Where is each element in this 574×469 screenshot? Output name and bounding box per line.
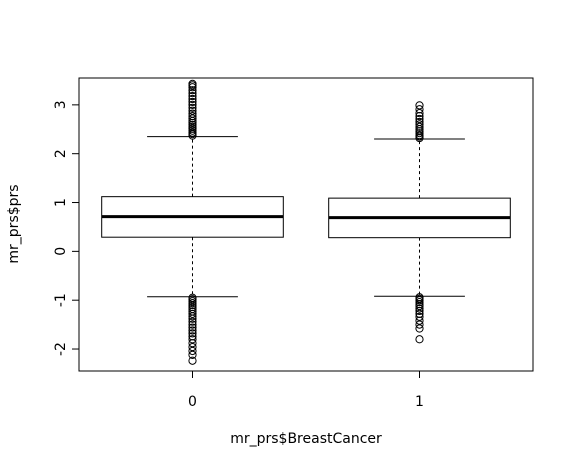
box-group-1 xyxy=(328,101,511,344)
y-tick-label: -2 xyxy=(53,342,69,356)
y-tick-label: -1 xyxy=(53,293,69,307)
outlier-point xyxy=(415,109,424,118)
y-tick-label: 3 xyxy=(53,100,69,109)
outlier-point xyxy=(415,117,424,127)
outlier-point xyxy=(188,314,197,323)
y-axis: -2 -1 0 1 2 3 xyxy=(53,100,79,356)
outlier-point xyxy=(415,335,424,344)
outlier-point xyxy=(188,94,197,104)
outlier-point xyxy=(188,103,197,112)
outlier-point xyxy=(415,324,424,333)
outlier-point xyxy=(188,114,197,123)
outlier-point xyxy=(415,316,424,325)
outlier-point xyxy=(415,306,424,316)
outlier-point xyxy=(188,91,197,101)
x-axis-label: mr_prs$BreastCancer xyxy=(230,431,382,447)
outlier-point xyxy=(415,304,424,313)
outlier-point xyxy=(188,350,197,359)
outlier-point xyxy=(415,114,424,124)
outlier-point xyxy=(188,109,197,118)
plot-frame xyxy=(78,77,534,372)
y-axis-label: mr_prs$prs xyxy=(6,184,22,263)
outlier-point xyxy=(188,86,197,95)
outlier-point xyxy=(188,106,197,115)
outlier-point xyxy=(188,309,197,318)
outlier-point xyxy=(415,105,424,114)
outlier-point xyxy=(188,356,197,365)
boxes-layer xyxy=(101,79,511,365)
outlier-point xyxy=(188,342,197,352)
outlier-point xyxy=(188,323,197,332)
outlier-point xyxy=(188,329,197,338)
outlier-point xyxy=(415,320,424,329)
outlier-point xyxy=(415,312,424,321)
outlier-point xyxy=(415,301,424,311)
box-group-0 xyxy=(101,79,284,365)
outlier-point xyxy=(415,120,424,129)
outlier-point xyxy=(188,89,197,98)
outlier-point xyxy=(188,100,197,109)
outlier-point xyxy=(188,320,197,329)
outlier-point xyxy=(188,339,197,348)
y-tick-label: 2 xyxy=(53,149,69,158)
y-tick-label: 1 xyxy=(53,198,69,207)
x-tick-label: 0 xyxy=(188,394,197,410)
outlier-point xyxy=(188,335,197,344)
outlier-point xyxy=(188,79,197,88)
x-tick-label: 1 xyxy=(415,394,424,410)
outlier-point xyxy=(188,111,197,121)
outlier-point xyxy=(188,326,197,335)
outlier-point xyxy=(188,317,197,326)
outlier-point xyxy=(415,122,424,131)
y-tick-label: 0 xyxy=(53,247,69,256)
outlier-point xyxy=(188,97,197,107)
outlier-point xyxy=(188,346,197,356)
outlier-point xyxy=(415,101,424,110)
outlier-point xyxy=(188,312,197,321)
